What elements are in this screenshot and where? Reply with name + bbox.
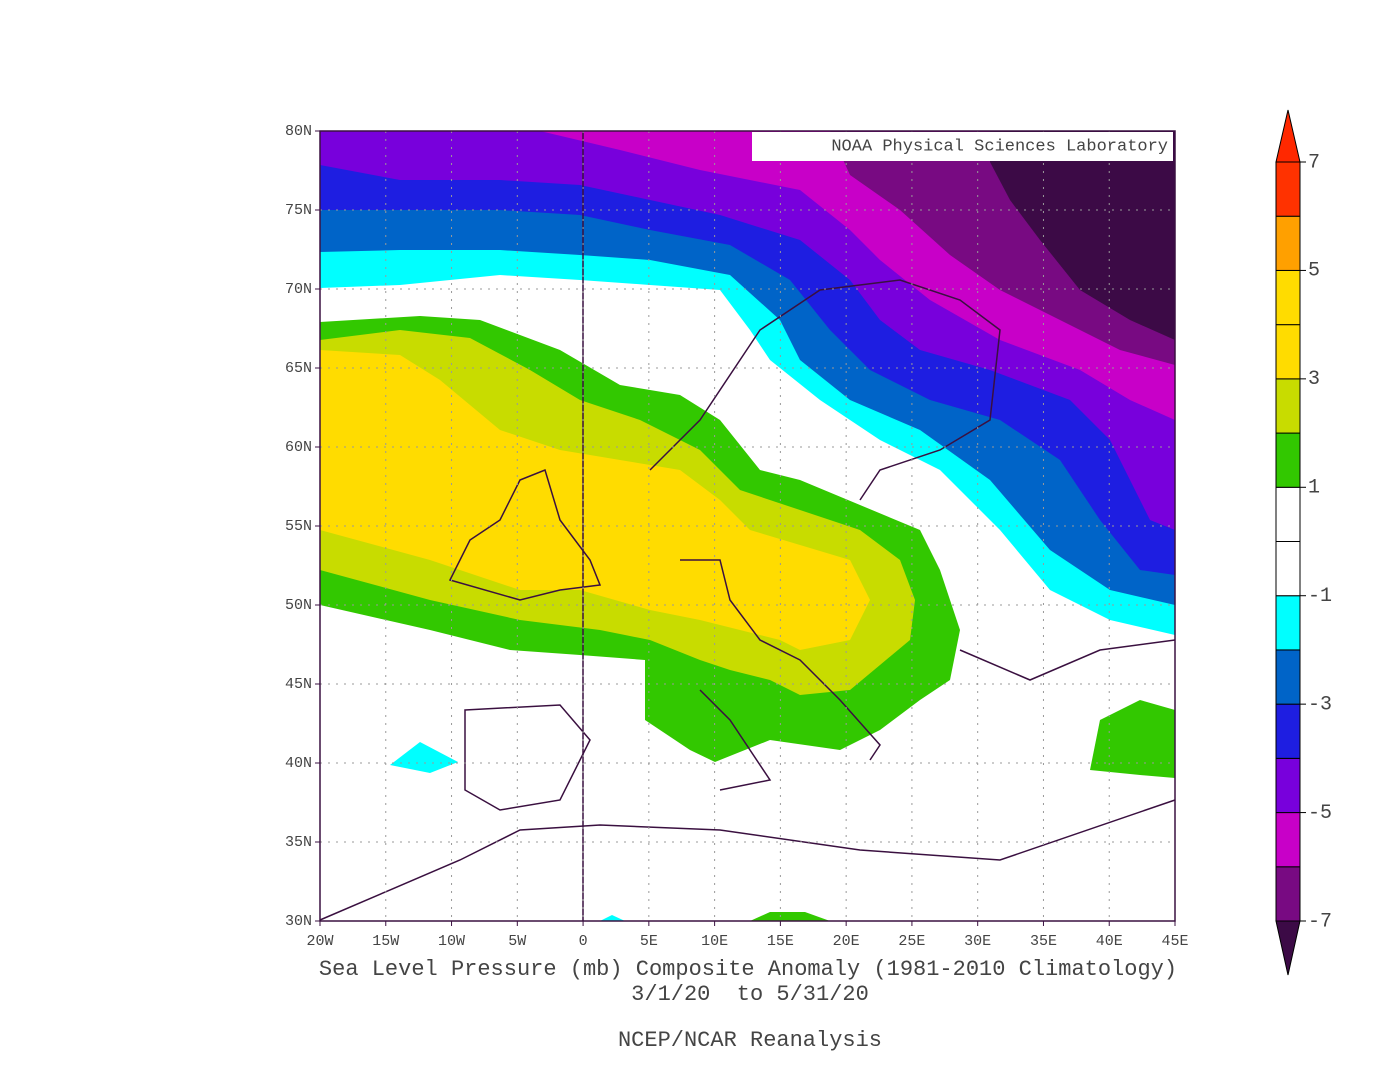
colorbar-segment [1275,757,1301,814]
x-tick-label: 15W [372,933,399,950]
colorbar: 7 5 3 1 -1 -3 -5 -7 [1275,109,1332,976]
colorbar-label: 7 [1308,151,1320,174]
x-tick-label: 0 [579,933,588,950]
colorbar-label: -7 [1308,910,1332,933]
x-tick-label: 30E [964,933,991,950]
colorbar-segment [1275,541,1301,597]
x-tick-label: 5E [640,933,658,950]
colorbar-segment [1275,595,1301,651]
x-tick-label: 20W [306,933,333,950]
colorbar-segment [1275,432,1301,488]
badge-box [752,132,1173,161]
x-tick-label: 45E [1161,933,1188,950]
contour [750,912,830,921]
y-tick-label: 55N [285,518,312,535]
y-tick-label: 30N [285,913,312,930]
title: Sea Level Pressure (mb) Composite Anomal… [319,957,1177,982]
dates: 3/1/20 to 5/31/20 [631,982,869,1007]
contour [600,915,625,921]
y-tick-label: 45N [285,676,312,693]
colorbar-label: -3 [1308,693,1332,716]
colorbar-under [1275,920,1301,976]
colorbar-label: 5 [1308,260,1320,283]
y-tick-label: 50N [285,597,312,614]
colorbar-segment [1275,161,1301,217]
y-tick-label: 80N [285,123,312,140]
colorbar-segment [1275,703,1301,759]
colorbar-segment [1275,269,1301,326]
colorbar-segment [1275,324,1301,380]
y-tick-label: 60N [285,439,312,456]
contour [320,350,870,650]
x-tick-label: 10E [701,933,728,950]
colorbar-segment [1275,866,1301,922]
contour [1090,700,1175,778]
source: NCEP/NCAR Reanalysis [618,1028,882,1053]
x-tick-label: 25E [898,933,925,950]
contour [990,131,1175,340]
x-tick-label: 35E [1030,933,1057,950]
x-tick-label: 20E [833,933,860,950]
x-tick-label: 15E [767,933,794,950]
y-tick-label: 70N [285,281,312,298]
x-tick-label: 5W [508,933,526,950]
colorbar-segment [1275,649,1301,705]
colorbar-segment [1275,812,1301,868]
x-tick-label: 40E [1096,933,1123,950]
y-tick-label: 35N [285,834,312,851]
y-tick-label: 65N [285,360,312,377]
x-tick-label: 10W [438,933,465,950]
map-frame [319,130,1176,922]
colorbar-segment [1275,486,1301,542]
y-tick-label: 75N [285,202,312,219]
coastline [319,279,1176,921]
colorbar-segment [1275,378,1301,434]
colorbar-label: -1 [1308,585,1332,608]
colorbar-label: 3 [1308,368,1320,391]
colorbar-label: -5 [1308,802,1332,825]
badge: NOAA Physical Sciences Laboratory [831,137,1168,156]
colorbar-segment [1275,215,1301,271]
map: NOAA Physical Sciences Laboratory [315,130,1176,926]
colorbar-label: 1 [1308,477,1320,500]
colorbar-over [1275,109,1301,163]
contour [390,742,458,773]
y-tick-label: 40N [285,755,312,772]
